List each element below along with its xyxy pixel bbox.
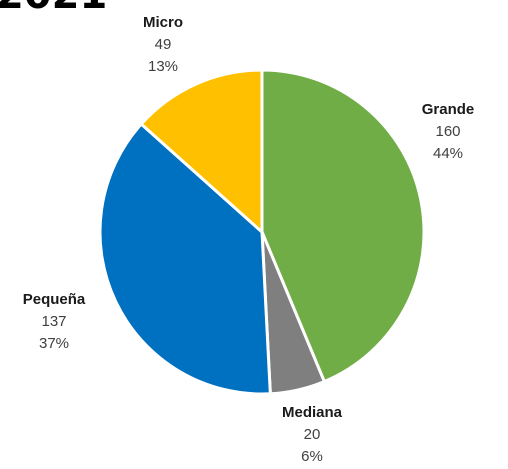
slice-label-name: Mediana [282, 404, 343, 421]
pie-labels: Grande 160 44% Mediana 20 6% Pequeña 137 37% Micr… [23, 14, 475, 465]
slice-label-percent: 13% [148, 58, 178, 75]
slice-label-name: Pequeña [23, 291, 86, 308]
data-label-mediana: Mediana 20 6% [282, 404, 343, 465]
data-label-grande: Grande 160 44% [422, 101, 475, 162]
data-label-pequena: Pequeña 137 37% [23, 291, 86, 352]
slice-label-name: Grande [422, 101, 475, 118]
chart-title: 2021 [0, 0, 107, 18]
slice-label-percent: 37% [39, 335, 69, 352]
slice-label-value: 20 [304, 426, 321, 443]
pie-slice-micro [139, 68, 264, 234]
slice-label-percent: 6% [301, 448, 323, 465]
slice-label-percent: 44% [433, 145, 463, 162]
data-label-micro: Micro 49 13% [143, 14, 183, 75]
slice-label-name: Micro [143, 14, 183, 31]
slice-label-value: 49 [155, 36, 172, 53]
slice-label-value: 137 [41, 313, 66, 330]
pie-slice-pequena [98, 122, 272, 396]
slice-label-value: 160 [435, 123, 460, 140]
pie-slices [98, 68, 426, 396]
pie-slice-grande [260, 68, 426, 384]
